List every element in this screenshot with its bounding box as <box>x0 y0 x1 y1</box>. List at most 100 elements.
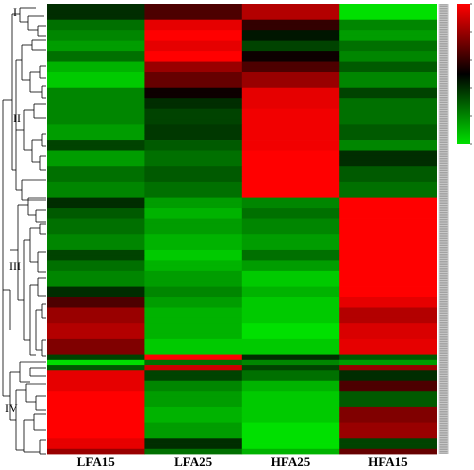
heatmap-cell <box>241 312 340 319</box>
heatmap-cell <box>339 344 437 350</box>
heatmap-cell <box>144 281 243 287</box>
heatmap-cell <box>241 344 340 350</box>
heatmap-cell <box>47 406 145 413</box>
heatmap-cell <box>241 380 340 387</box>
heatmap-cell <box>339 66 437 73</box>
heatmap-cell <box>47 312 145 319</box>
heatmap-cell <box>339 385 437 392</box>
heatmap-cell <box>144 333 243 340</box>
heatmap-cell <box>144 380 243 387</box>
heatmap-cell <box>144 344 243 350</box>
heatmap-cell <box>47 307 145 314</box>
heatmap-cell <box>47 166 145 172</box>
heatmap-cell <box>144 401 243 408</box>
heatmap-cell <box>339 197 437 204</box>
heatmap-cell <box>47 380 145 387</box>
column-label: HFA15 <box>368 454 408 469</box>
heatmap-cell <box>241 66 340 73</box>
heatmap-cell <box>47 98 145 104</box>
heatmap-cell <box>47 396 145 403</box>
heatmap-cell <box>339 181 437 188</box>
heatmap-cell <box>47 213 145 219</box>
heatmap-cell <box>241 249 340 256</box>
heatmap-cell <box>144 92 243 99</box>
heatmap-cell <box>144 77 243 83</box>
heatmap-cell <box>339 213 437 219</box>
heatmap-cell <box>47 14 145 21</box>
heatmap-cell <box>144 438 243 444</box>
heatmap-cell <box>144 171 243 178</box>
heatmap-cell <box>144 113 243 120</box>
heatmap-cell <box>144 98 243 104</box>
heatmap-cell <box>339 234 437 240</box>
heatmap-cell <box>47 417 145 423</box>
heatmap-cell <box>339 401 437 408</box>
heatmap-cell <box>241 286 340 293</box>
heatmap-cell <box>339 19 437 26</box>
heatmap-cell <box>144 35 243 42</box>
heatmap-cell <box>47 260 145 267</box>
heatmap-cell <box>339 359 437 366</box>
heatmap-cell <box>47 113 145 120</box>
heatmap-cell <box>241 176 340 183</box>
heatmap-cell <box>241 370 340 376</box>
heatmap-cell <box>241 171 340 178</box>
heatmap-cell <box>47 281 145 287</box>
heatmap-cell <box>144 108 243 115</box>
heatmap-cell <box>241 270 340 277</box>
heatmap-cell <box>339 40 437 47</box>
heatmap-cell <box>47 255 145 261</box>
heatmap-cell <box>241 208 340 214</box>
heatmap-cell <box>241 417 340 423</box>
heatmap-cell <box>47 443 145 450</box>
heatmap-cell <box>241 108 340 115</box>
heatmap-cell <box>47 61 145 68</box>
heatmap-cells <box>47 4 437 455</box>
heatmap-cell <box>47 124 145 130</box>
heatmap-cell <box>144 82 243 89</box>
heatmap-cell <box>241 202 340 209</box>
heatmap-cell <box>241 119 340 125</box>
heatmap-cell <box>339 92 437 99</box>
heatmap-cell <box>241 448 340 455</box>
heatmap-cell <box>144 87 243 94</box>
heatmap-cell <box>144 260 243 267</box>
heatmap-cell <box>241 359 340 366</box>
heatmap-cell <box>47 40 145 47</box>
heatmap-cell <box>144 375 243 382</box>
heatmap-cell <box>47 344 145 350</box>
heatmap-cell <box>339 14 437 21</box>
heatmap-cell <box>144 192 243 198</box>
heatmap-cell <box>339 77 437 83</box>
heatmap-cell <box>241 385 340 392</box>
heatmap-cell <box>144 385 243 392</box>
heatmap-cell <box>339 443 437 450</box>
row-dendrogram <box>2 7 46 455</box>
heatmap-cell <box>241 40 340 47</box>
heatmap-cell <box>339 124 437 130</box>
heatmap-cell <box>47 103 145 110</box>
heatmap-cell <box>144 61 243 68</box>
heatmap-cell <box>241 438 340 444</box>
heatmap-cell <box>339 312 437 319</box>
heatmap-cell <box>144 124 243 130</box>
heatmap-cell <box>144 297 243 303</box>
heatmap-cell <box>339 438 437 444</box>
heatmap-cell <box>144 302 243 308</box>
heatmap-cell <box>47 72 145 78</box>
heatmap-cell <box>144 391 243 397</box>
heatmap-cell <box>339 302 437 308</box>
heatmap-cell <box>47 229 145 235</box>
heatmap-cell <box>241 45 340 52</box>
heatmap-cell <box>339 113 437 120</box>
heatmap-cell <box>47 270 145 277</box>
heatmap-cell <box>241 129 340 136</box>
heatmap-cell <box>47 155 145 162</box>
heatmap-cell <box>339 239 437 246</box>
heatmap-cell <box>144 19 243 26</box>
heatmap-cell <box>144 30 243 36</box>
heatmap-cell <box>241 30 340 36</box>
heatmap-cell <box>144 160 243 167</box>
heatmap-cell <box>144 448 243 455</box>
heatmap-cell <box>241 239 340 246</box>
